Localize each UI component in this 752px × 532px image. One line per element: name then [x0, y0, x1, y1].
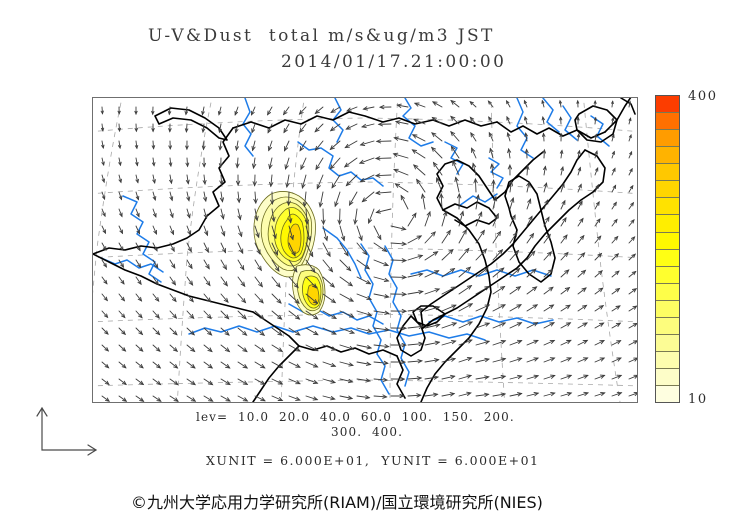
colorbar-band: [656, 164, 679, 182]
dust-plume: [253, 191, 326, 316]
copyright-notice: ©九州大学応用力学研究所(RIAM)/国立環境研究所(NIES): [131, 493, 543, 512]
colorbar[interactable]: [655, 95, 680, 403]
colorbar-band: [656, 386, 679, 403]
colorbar-band: [656, 300, 679, 318]
colorbar-max-label: 400: [688, 89, 718, 104]
colorbar-band: [656, 369, 679, 387]
colorbar-band: [656, 147, 679, 165]
wind-vectors: [100, 99, 637, 402]
colorbar-band: [656, 232, 679, 250]
colorbar-band: [656, 96, 679, 114]
colorbar-band: [656, 283, 679, 301]
colorbar-band: [656, 113, 679, 131]
map-panel[interactable]: [92, 97, 638, 403]
page-title: U-V&Dust total m/s&ug/m3 JST: [148, 26, 495, 46]
map-canvas: [93, 98, 637, 402]
colorbar-band: [656, 351, 679, 369]
forecast-datetime: 2014/01/17.21:00:00: [281, 52, 507, 72]
contour-levels-line2: 300. 400.: [331, 425, 404, 439]
vector-scale-legend: [36, 406, 98, 456]
colorbar-band: [656, 130, 679, 148]
colorbar-band: [656, 198, 679, 216]
colorbar-min-label: 10: [688, 392, 708, 407]
contour-levels-line1: lev= 10.0 20.0 40.0 60.0 100. 150. 200.: [196, 410, 515, 424]
colorbar-band: [656, 249, 679, 267]
colorbar-band: [656, 334, 679, 352]
colorbar-band: [656, 266, 679, 284]
vector-units-label: XUNIT = 6.000E+01, YUNIT = 6.000E+01: [206, 453, 540, 468]
colorbar-band: [656, 317, 679, 335]
colorbar-band: [656, 181, 679, 199]
colorbar-band: [656, 215, 679, 233]
